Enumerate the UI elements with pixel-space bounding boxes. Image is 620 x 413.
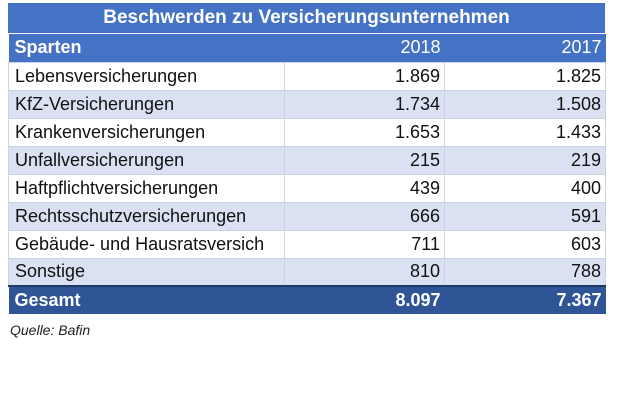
row-label: Haftpflichtversicherungen: [8, 173, 285, 203]
value-2018: 215: [284, 145, 445, 175]
row-label: KfZ-Versicherungen: [8, 89, 285, 119]
total-2018: 8.097: [284, 285, 445, 314]
header-2017: 2017: [444, 34, 606, 62]
value-2017: 1.433: [444, 117, 606, 147]
total-2017: 7.367: [444, 285, 606, 314]
value-2018: 711: [284, 229, 445, 259]
source-note: Quelle: Bafin: [10, 322, 91, 338]
value-2017: 219: [444, 145, 606, 175]
value-2017: 591: [444, 201, 606, 231]
value-2018: 810: [284, 257, 445, 287]
value-2017: 400: [444, 173, 606, 203]
value-2018: 1.869: [284, 61, 445, 91]
header-sparten: Sparten: [8, 34, 285, 62]
header-row: Sparten 2018 2017: [8, 34, 606, 62]
table-row: KfZ-Versicherungen 1.734 1.508: [8, 89, 606, 119]
total-row: Gesamt 8.097 7.367: [8, 285, 606, 314]
row-label: Lebensversicherungen: [8, 61, 285, 91]
table-row: Sonstige 810 788: [8, 257, 606, 287]
table-row: Haftpflichtversicherungen 439 400: [8, 173, 606, 203]
row-label: Unfallversicherungen: [8, 145, 285, 175]
row-label: Krankenversicherungen: [8, 117, 285, 147]
table-row: Unfallversicherungen 215 219: [8, 145, 606, 175]
value-2018: 666: [284, 201, 445, 231]
total-label: Gesamt: [8, 285, 285, 314]
value-2017: 603: [444, 229, 606, 259]
value-2018: 1.734: [284, 89, 445, 119]
complaints-table: Sparten 2018 2017 Lebensversicherungen 1…: [8, 34, 606, 314]
value-2017: 788: [444, 257, 606, 287]
row-label: Gebäude- und Hausratsversich: [8, 229, 285, 259]
value-2017: 1.508: [444, 89, 606, 119]
table-title: Beschwerden zu Versicherungsunternehmen: [8, 3, 605, 34]
table-row: Rechtsschutzversicherungen 666 591: [8, 201, 606, 231]
value-2018: 439: [284, 173, 445, 203]
row-label: Sonstige: [8, 257, 285, 287]
table-sheet: Beschwerden zu Versicherungsunternehmen …: [8, 3, 606, 338]
row-label: Rechtsschutzversicherungen: [8, 201, 285, 231]
table-row: Krankenversicherungen 1.653 1.433: [8, 117, 606, 147]
header-2018: 2018: [284, 34, 445, 62]
value-2017: 1.825: [444, 61, 606, 91]
table-row: Lebensversicherungen 1.869 1.825: [8, 61, 606, 91]
table-row: Gebäude- und Hausratsversich 711 603: [8, 229, 606, 259]
value-2018: 1.653: [284, 117, 445, 147]
